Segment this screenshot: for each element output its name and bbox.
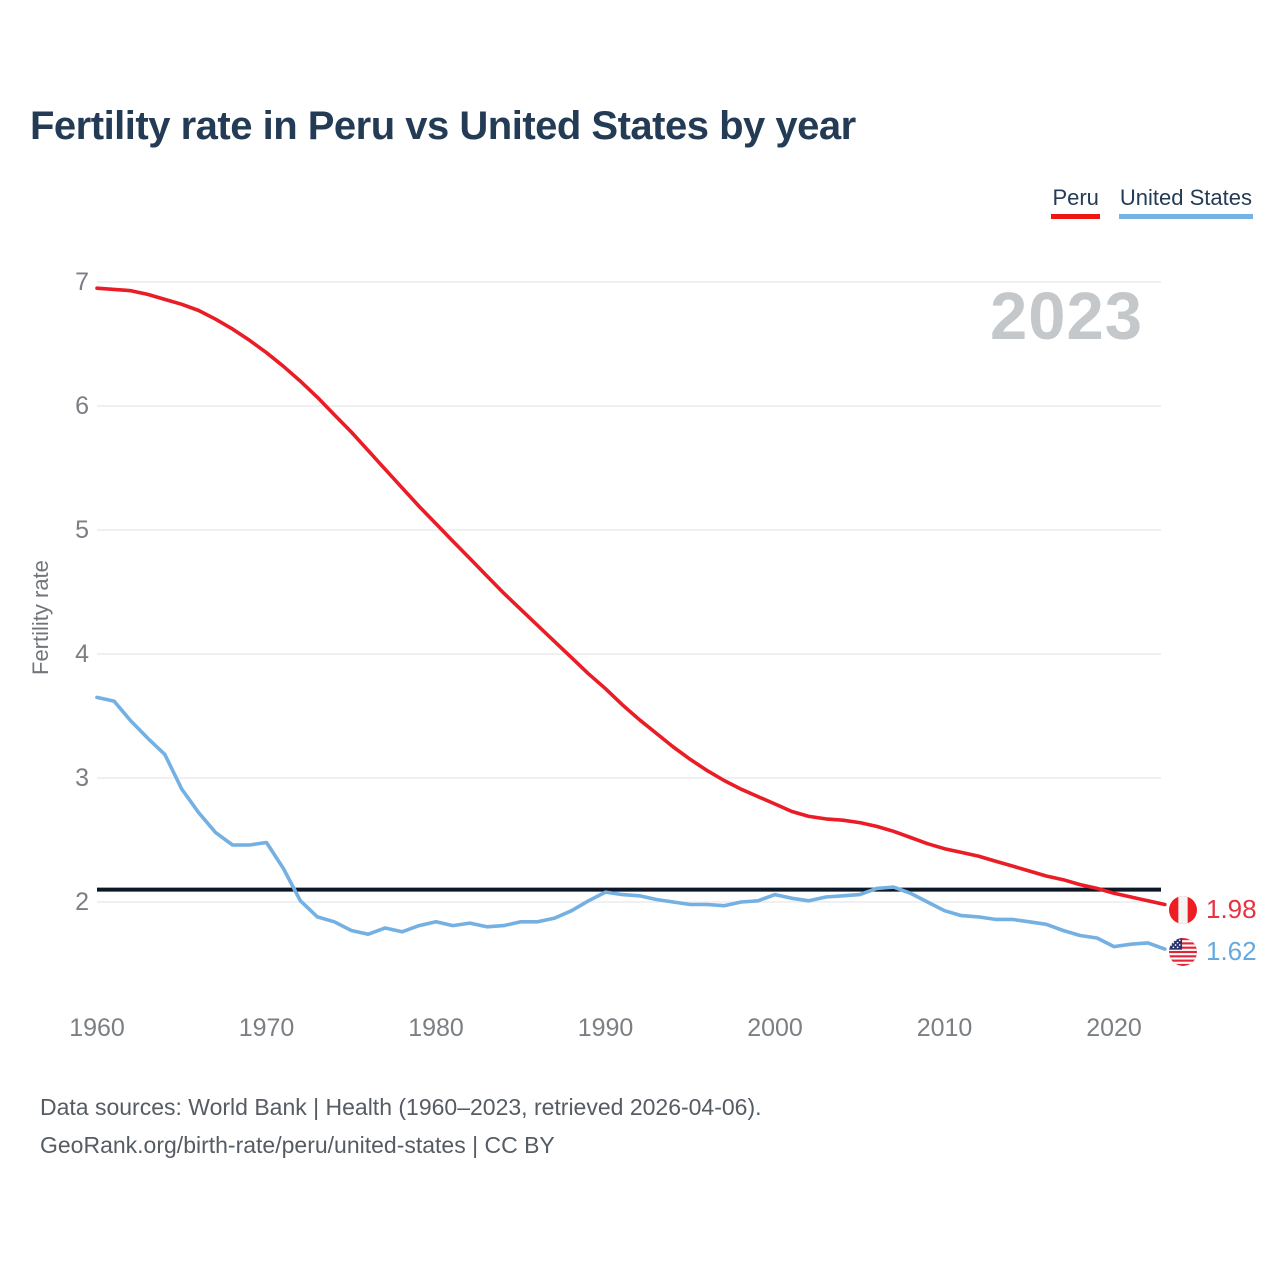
y-tick-label: 5	[75, 516, 89, 544]
legend-label-united-states: United States	[1119, 185, 1252, 210]
x-tick-label: 2000	[747, 1014, 803, 1042]
end-label-united-states: 1.62	[1169, 936, 1257, 967]
gridlines	[97, 281, 1161, 903]
peru-flag-icon	[1169, 895, 1197, 924]
legend-item-peru[interactable]: Peru	[1051, 185, 1100, 219]
legend-swatch-united-states	[1118, 214, 1253, 219]
united-states-line	[95, 695, 1167, 951]
us-end-value: 1.62	[1206, 936, 1257, 966]
legend-swatch-peru	[1051, 214, 1100, 219]
end-label-peru: 1.98	[1169, 894, 1257, 925]
x-tick-label: 1960	[69, 1014, 125, 1042]
legend: Peru United States	[1051, 185, 1253, 219]
x-tick-label: 1980	[408, 1014, 464, 1042]
y-axis-title: Fertility rate	[28, 560, 53, 676]
x-tick-label: 1990	[577, 1014, 634, 1042]
us-flag-icon	[1169, 937, 1197, 966]
year-watermark: 2023	[989, 279, 1143, 354]
y-tick-label: 3	[75, 764, 89, 792]
x-tick-label: 2020	[1086, 1014, 1142, 1042]
legend-item-united-states[interactable]: United States	[1118, 185, 1253, 219]
x-tick-label: 2010	[916, 1014, 973, 1042]
peru-end-value: 1.98	[1206, 894, 1257, 924]
peru-line	[95, 286, 1167, 907]
footer-attribution-line: GeoRank.org/birth-rate/peru/united-state…	[40, 1132, 555, 1158]
footer-sources-line: Data sources: World Bank | Health (1960–…	[40, 1094, 762, 1120]
y-tick-label: 7	[75, 268, 89, 296]
y-tick-label: 6	[75, 392, 89, 420]
series-lines	[95, 286, 1167, 951]
page-title: Fertility rate in Peru vs United States …	[30, 104, 856, 148]
legend-label-peru: Peru	[1052, 185, 1099, 210]
y-tick-label: 2	[75, 888, 89, 916]
x-tick-label: 1970	[238, 1014, 295, 1042]
y-tick-label: 4	[75, 640, 89, 668]
footer: Data sources: World Bank | Health (1960–…	[40, 1088, 762, 1164]
